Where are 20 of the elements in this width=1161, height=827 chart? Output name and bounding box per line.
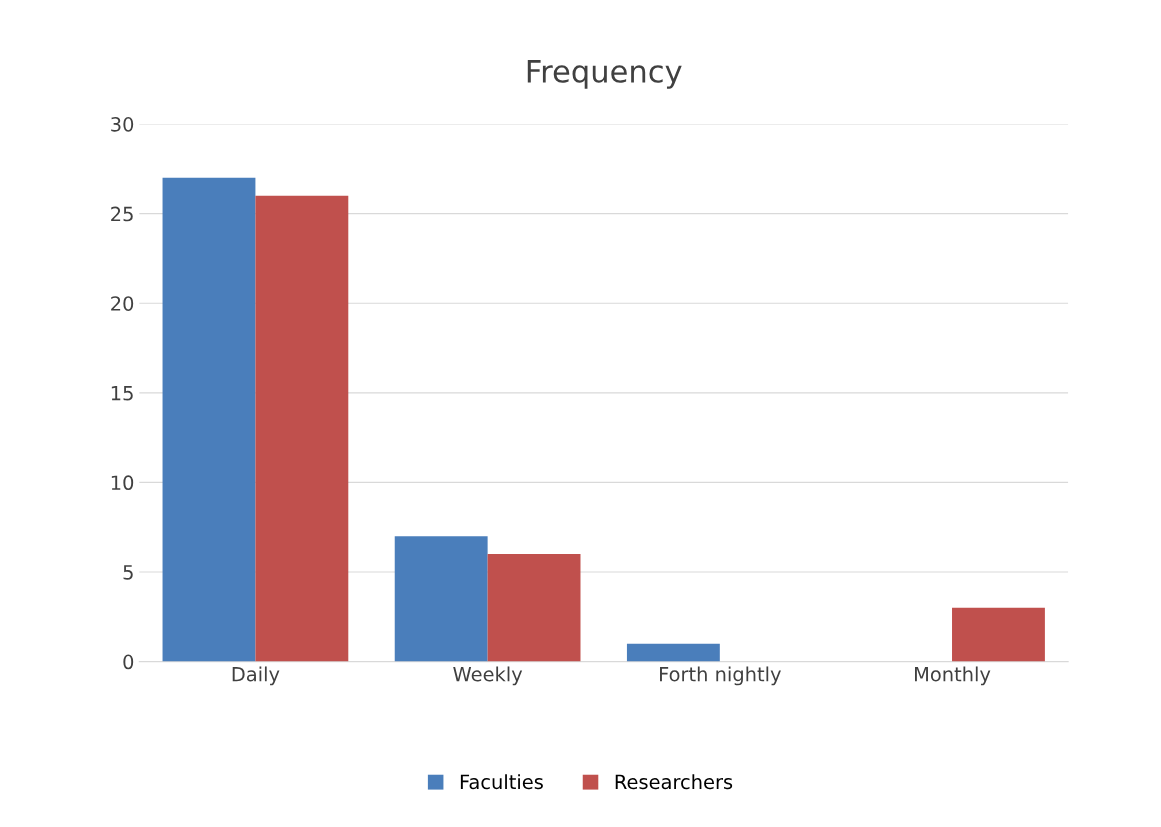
y-tick-label: 10 [111, 475, 134, 491]
bar [162, 177, 256, 662]
x-tick-label: Monthly [915, 666, 991, 686]
x-tick-label: Weekly [453, 666, 523, 686]
bar [952, 607, 1045, 662]
legend-label: Researchers [615, 774, 733, 790]
y-tick-label: 5 [123, 565, 133, 580]
x-tick-label: Daily [232, 666, 280, 686]
y-tick-label: 20 [111, 296, 134, 311]
x-tick-label: Forth nightly [660, 666, 781, 686]
chart-title: Frequency [527, 60, 682, 89]
y-tick-label: 30 [111, 117, 134, 132]
legend-label: Faculties [460, 774, 543, 790]
y-tick-label: 0 [123, 654, 134, 670]
bar [487, 554, 581, 662]
y-tick-label: 15 [111, 386, 133, 401]
y-tick-label: 25 [111, 206, 133, 222]
bar [626, 643, 720, 662]
bar [255, 195, 349, 662]
bar [394, 536, 488, 662]
